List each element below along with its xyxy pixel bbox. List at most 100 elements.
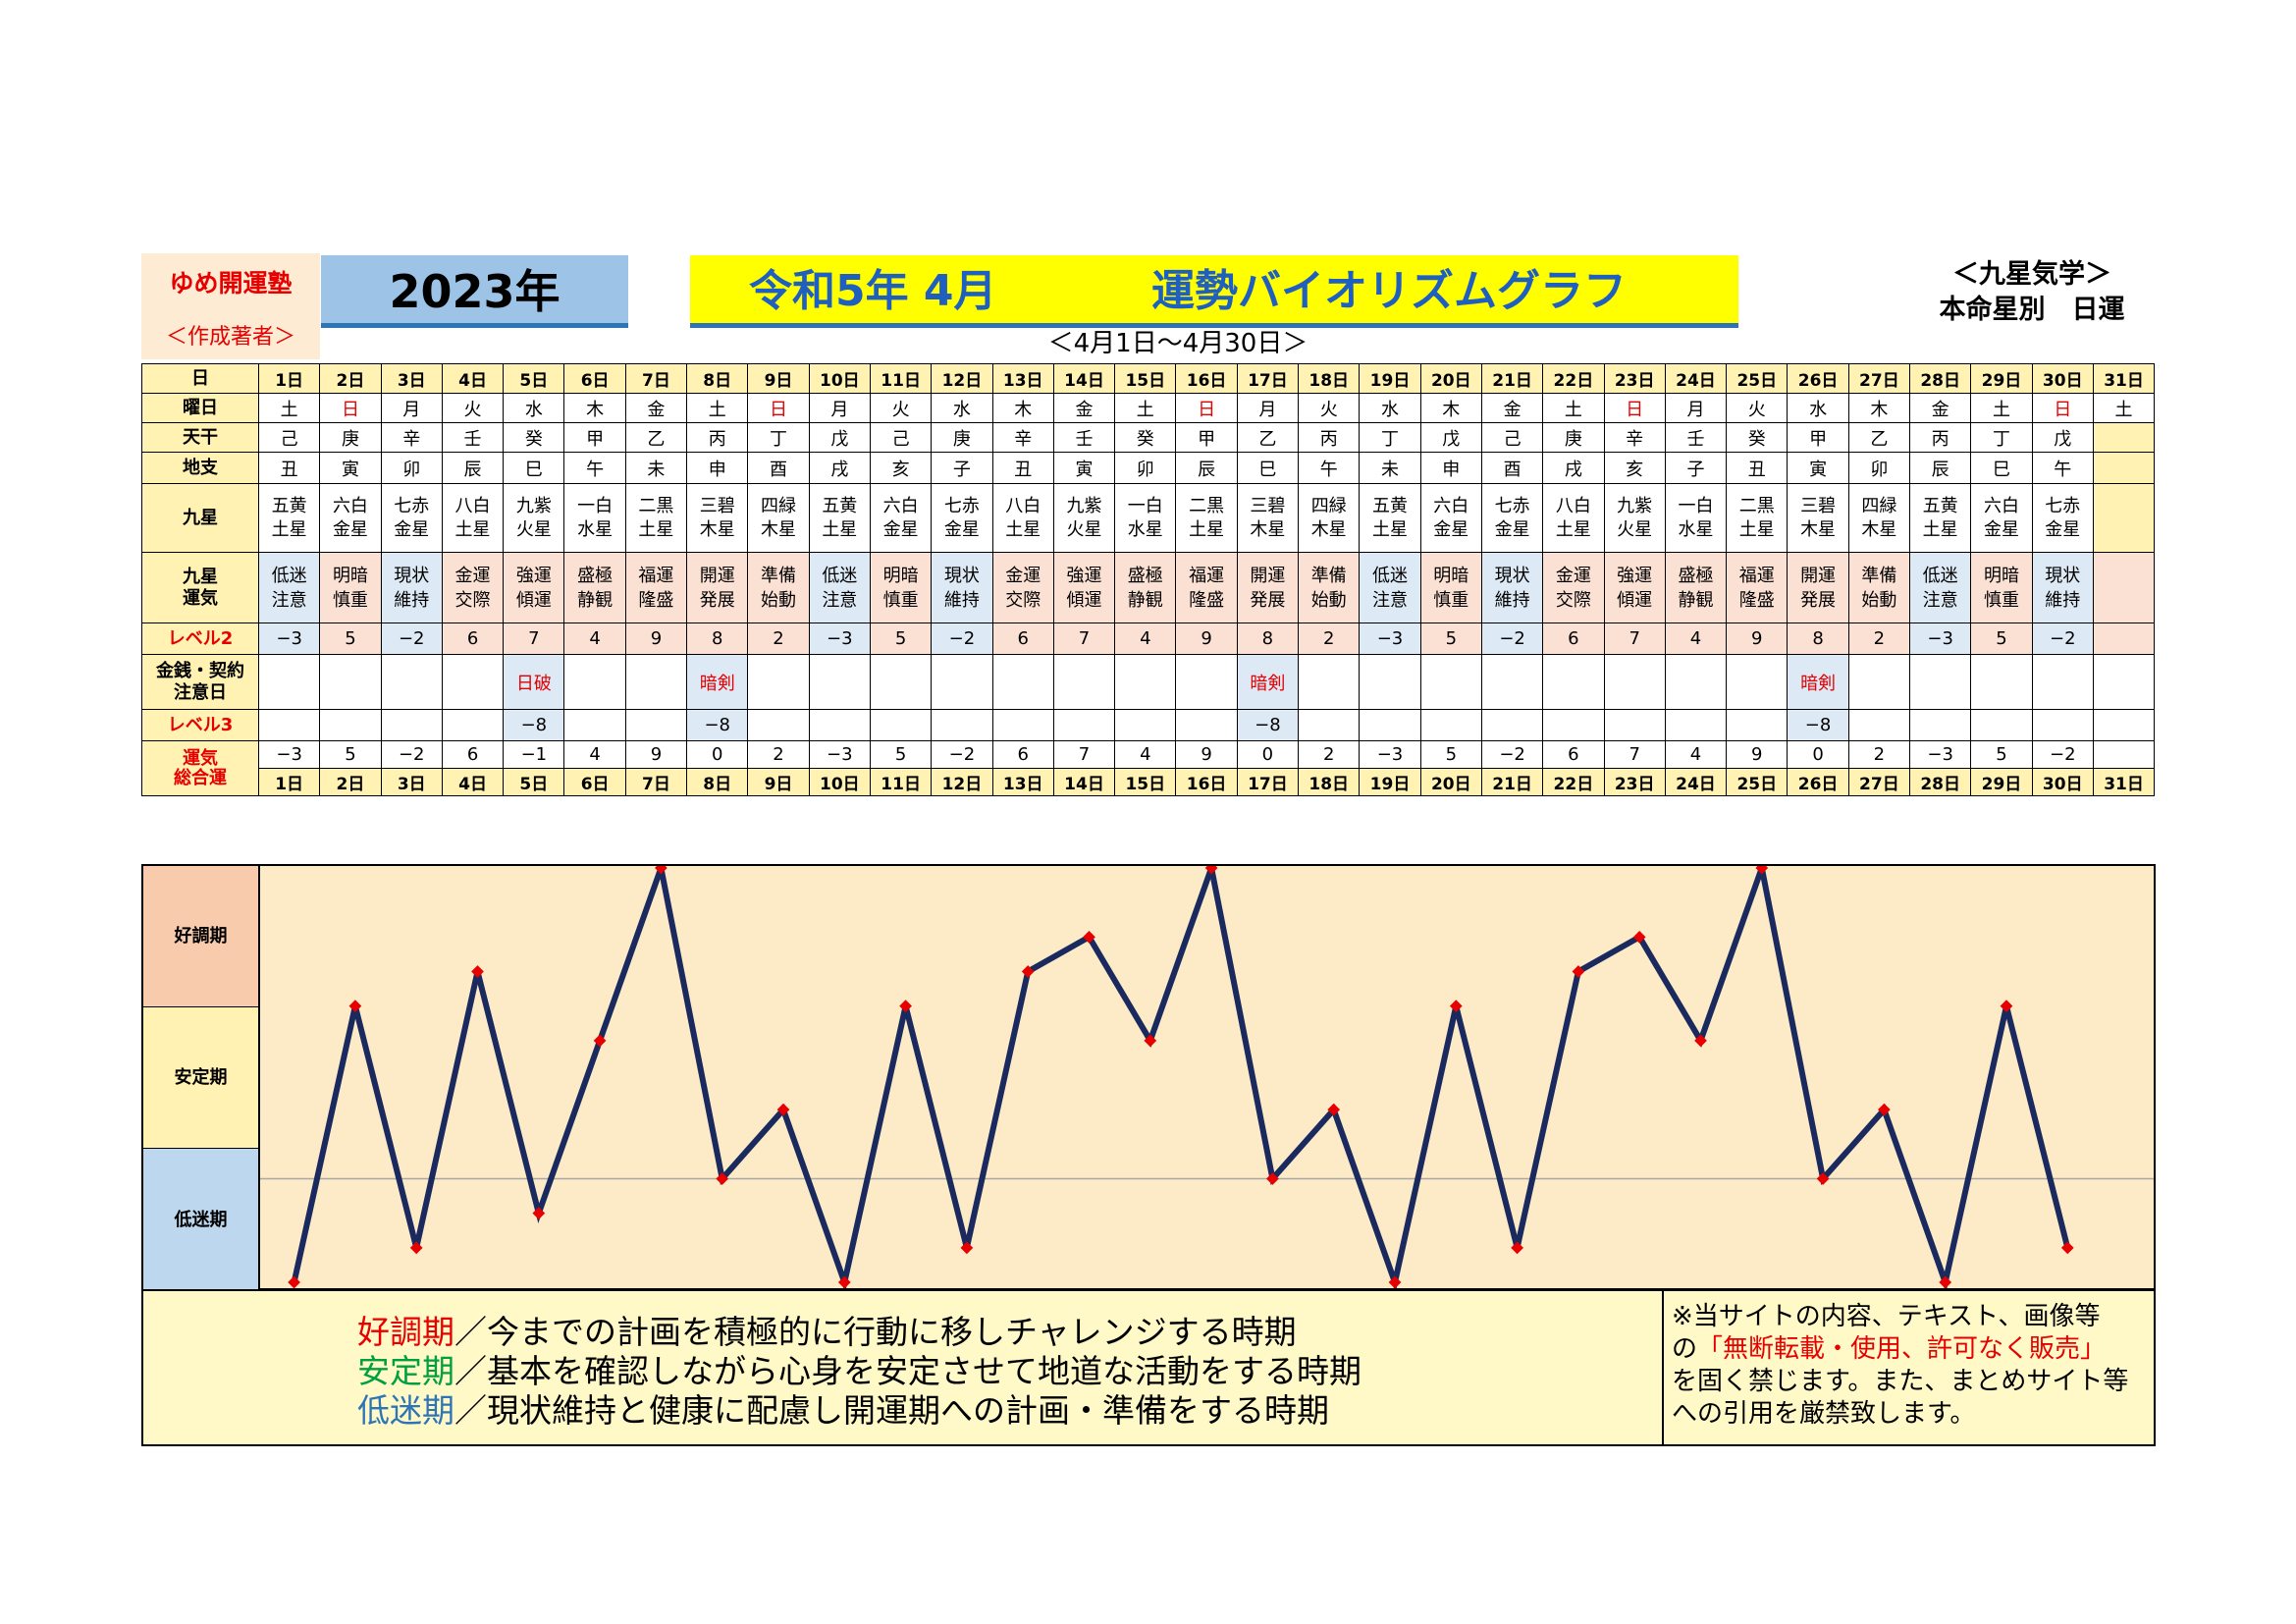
legend-stable-desc: ／基本を確認しながら心身を安定させて地道な活動をする時期 <box>454 1352 1362 1390</box>
label-total-2: 総合運 <box>174 767 227 788</box>
level2-cell: −3 <box>808 623 871 655</box>
kyusei-bottom: 木星 <box>699 518 735 540</box>
unki-top: 金運 <box>1555 565 1591 586</box>
money-cell <box>380 654 443 710</box>
level2-cell: 8 <box>1787 623 1849 655</box>
tenkan-cell: 壬 <box>1052 422 1116 453</box>
tenkan-cell: 庚 <box>319 422 382 453</box>
kyusei-bottom: 水星 <box>1678 518 1714 540</box>
day-cell: 7日 <box>624 363 688 394</box>
day-cell: 12日 <box>931 768 993 796</box>
zone-stable: 安定期 <box>143 1007 260 1149</box>
total-cell: 5 <box>869 740 933 769</box>
level3-cell <box>380 709 443 741</box>
row-label-level2: レベル2 <box>141 623 259 655</box>
level3-cell: −8 <box>686 709 749 741</box>
zone-low: 低迷期 <box>143 1149 260 1292</box>
legend-good-term: 好調期 <box>357 1313 454 1351</box>
weekday-cell: 金 <box>624 393 688 423</box>
kyusei-bottom: 金星 <box>394 518 430 540</box>
tenkan-cell: 癸 <box>1726 422 1789 453</box>
tenkan-cell: 戊 <box>1419 422 1482 453</box>
unki-top: 準備 <box>1310 565 1347 586</box>
kyusei-bottom: 木星 <box>1250 518 1286 540</box>
label-level2: レベル2 <box>167 627 234 649</box>
level2-cell: 9 <box>624 623 688 655</box>
chishi-cell: 辰 <box>1175 452 1238 484</box>
tenkan-cell: 壬 <box>441 422 505 453</box>
kyusei-top: 一白 <box>577 495 614 516</box>
data-point <box>409 1241 423 1255</box>
chishi-cell: 亥 <box>869 452 933 484</box>
money-cell <box>1298 654 1361 710</box>
weekday-cell: 月 <box>808 393 871 423</box>
weekday-cell: 水 <box>503 393 565 423</box>
day-cell: 1日 <box>257 363 321 394</box>
day-cell: 23日 <box>1603 768 1666 796</box>
chishi-cell <box>2092 452 2156 484</box>
legend-stable-term: 安定期 <box>357 1352 454 1390</box>
author-caption: ＜作成著者＞ <box>165 325 295 350</box>
weekday-cell: 土 <box>686 393 749 423</box>
kyusei-bottom: 土星 <box>1555 518 1591 540</box>
level3-cell <box>624 709 688 741</box>
kyusei-cell <box>2092 483 2156 553</box>
tenkan-cell: 丙 <box>1298 422 1361 453</box>
total-cell: 2 <box>1298 740 1361 769</box>
level2-cell: 5 <box>319 623 382 655</box>
weekday-cell: 日 <box>747 393 810 423</box>
money-cell <box>319 654 382 710</box>
day-cell: 15日 <box>1114 363 1177 394</box>
kyusei-bottom: 土星 <box>1371 518 1408 540</box>
money-cell <box>991 654 1054 710</box>
data-point <box>2000 1000 2013 1013</box>
level2-cell: 7 <box>503 623 565 655</box>
unki-bottom: 始動 <box>761 589 797 611</box>
row-money: 金銭・契約 注意日 日破 暗剣 暗剣 暗剣 <box>141 654 2156 710</box>
unki-cell: 盛極 静観 <box>563 552 626 623</box>
level3-cell <box>1726 709 1789 741</box>
unki-bottom: 維持 <box>943 589 980 611</box>
level2-cell: 8 <box>1236 623 1300 655</box>
kyusei-cell: 三碧 木星 <box>1787 483 1849 553</box>
kyusei-cell: 九紫 火星 <box>503 483 565 553</box>
total-cell: 4 <box>1664 740 1728 769</box>
day-cell: 27日 <box>1847 768 1911 796</box>
level3-cell <box>1909 709 1972 741</box>
chishi-cell: 寅 <box>319 452 382 484</box>
day-cell: 5日 <box>503 363 565 394</box>
day-cell: 30日 <box>2031 363 2094 394</box>
day-cell: 11日 <box>869 363 933 394</box>
unki-bottom: 始動 <box>1861 589 1897 611</box>
total-cell: −3 <box>257 740 321 769</box>
notice-line2-red: 「無断転載・使用、許可なく販売」 <box>1697 1334 2107 1364</box>
kyusei-bottom: 土星 <box>271 518 307 540</box>
weekday-cell: 日 <box>1603 393 1666 423</box>
level3-cell <box>1480 709 1544 741</box>
unki-bottom: 隆盛 <box>1189 589 1225 611</box>
tenkan-cell: 庚 <box>1542 422 1605 453</box>
data-point <box>471 965 484 978</box>
unki-bottom: 隆盛 <box>1738 589 1775 611</box>
day-cell: 29日 <box>1970 768 2033 796</box>
chishi-cell: 巳 <box>503 452 565 484</box>
day-cell: 1日 <box>257 768 321 796</box>
row-label-weekday: 曜日 <box>141 393 259 423</box>
author-box: ゆめ開運塾 ＜作成著者＞ <box>141 253 320 359</box>
chishi-cell: 子 <box>931 452 993 484</box>
kyusei-bottom: 木星 <box>1310 518 1347 540</box>
unki-bottom: 傾運 <box>1617 589 1653 611</box>
kyusei-bottom: 土星 <box>1189 518 1225 540</box>
total-cell: 6 <box>1542 740 1605 769</box>
day-cell: 7日 <box>624 768 688 796</box>
day-cell: 11日 <box>869 768 933 796</box>
unki-bottom: 隆盛 <box>638 589 674 611</box>
money-cell <box>1970 654 2033 710</box>
tenkan-cell: 戊 <box>2031 422 2094 453</box>
tenkan-cell: 乙 <box>624 422 688 453</box>
unki-bottom: 慎重 <box>332 589 368 611</box>
kyusei-cell: 二黒 土星 <box>1726 483 1789 553</box>
weekday-cell: 水 <box>931 393 993 423</box>
kyusei-bottom: 水星 <box>577 518 614 540</box>
level3-cell <box>1298 709 1361 741</box>
